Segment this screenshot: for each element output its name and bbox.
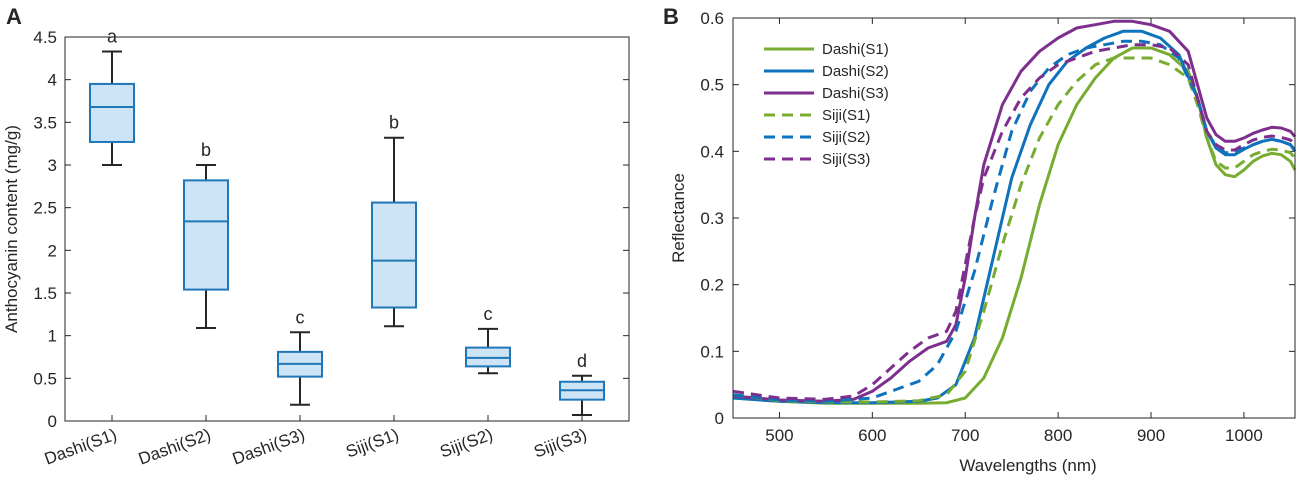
panel-b-y-tick-label: 0.4 bbox=[700, 142, 724, 161]
legend-entry-label: Siji(S3) bbox=[822, 151, 870, 168]
panel-b-x-tick-label: 1000 bbox=[1225, 426, 1263, 445]
panel-a-x-tick-label: Dashi(S1) bbox=[42, 425, 120, 469]
panel-b-y-tick-label: 0 bbox=[715, 409, 724, 428]
panel-b-x-ticks: 500 600 700 800 900 1000 bbox=[765, 18, 1263, 445]
panel-a-x-tick-label: Dashi(S3) bbox=[230, 425, 308, 469]
panel-a-x-tick-label: Siji(S1) bbox=[343, 425, 401, 462]
panel-a-label: A bbox=[6, 4, 22, 29]
panel-a: A 0 0.5 1 1.5 2 2.5 3 3.5 4 4.5 Dashi(S1) Dashi(S2… bbox=[2, 4, 630, 469]
panel-a-y-tick-label: 0.5 bbox=[33, 369, 57, 388]
legend-entry-label: Dashi(S1) bbox=[822, 41, 889, 58]
legend-entry-label: Dashi(S3) bbox=[822, 85, 889, 102]
panel-a-box-1: a bbox=[89, 27, 135, 166]
panel-a-x-ticks: Dashi(S1) Dashi(S2) Dashi(S3) Siji(S1) Siji(… bbox=[42, 415, 589, 469]
panel-b-axes-frame bbox=[732, 17, 1296, 419]
panel-b-y-ticks: 0 0.1 0.2 0.3 0.4 0.5 0.6 bbox=[700, 9, 1295, 428]
panel-b-label: B bbox=[663, 4, 679, 29]
series-line-siji-s1 bbox=[732, 56, 1297, 404]
legend-entry-label: Siji(S1) bbox=[822, 107, 870, 124]
panel-a-box-4: b bbox=[371, 113, 417, 328]
panel-a-y-tick-label: 3.5 bbox=[33, 113, 57, 132]
panel-a-boxes: a b c b c d bbox=[89, 27, 605, 417]
panel-b: B 0 0.1 0.2 0.3 0.4 0.5 0.6 500 600 700 800 900 100… bbox=[663, 4, 1297, 475]
panel-b-legend: Dashi(S1) Dashi(S2) Dashi(S3) Siji(S1) Siji(… bbox=[764, 41, 889, 168]
panel-a-x-tick-label: Siji(S3) bbox=[531, 425, 589, 462]
panel-a-x-tick-label: Siji(S2) bbox=[437, 425, 495, 462]
box-significance-letter: c bbox=[484, 304, 493, 324]
panel-b-x-tick-label: 500 bbox=[765, 426, 793, 445]
panel-b-y-tick-label: 0.6 bbox=[700, 9, 724, 28]
box-iqr bbox=[371, 201, 417, 309]
box-significance-letter: b bbox=[389, 113, 399, 133]
panel-b-x-axis-label: Wavelengths (nm) bbox=[959, 456, 1096, 475]
panel-a-box-3: c bbox=[277, 307, 323, 406]
legend-entry-label: Dashi(S2) bbox=[822, 63, 889, 80]
panel-b-series-lines bbox=[732, 19, 1297, 405]
panel-a-y-tick-label: 1 bbox=[48, 327, 57, 346]
panel-a-y-tick-label: 1.5 bbox=[33, 284, 57, 303]
panel-b-y-tick-label: 0.3 bbox=[700, 209, 724, 228]
panel-b-y-tick-label: 0.1 bbox=[700, 342, 724, 361]
box-iqr bbox=[183, 179, 229, 291]
panel-a-y-tick-label: 3 bbox=[48, 156, 57, 175]
panel-a-y-tick-label: 0 bbox=[48, 412, 57, 431]
panel-a-y-tick-label: 4 bbox=[48, 71, 57, 90]
panel-a-y-tick-label: 2 bbox=[48, 241, 57, 260]
panel-a-box-6: d bbox=[559, 351, 605, 417]
series-line-dashi-s2 bbox=[732, 29, 1297, 405]
panel-b-y-tick-label: 0.5 bbox=[700, 76, 724, 95]
legend-entry-label: Siji(S2) bbox=[822, 129, 870, 146]
panel-a-axes-frame bbox=[64, 36, 630, 422]
panel-b-x-tick-label: 800 bbox=[1044, 426, 1072, 445]
panel-b-y-axis-label: Reflectance bbox=[669, 173, 688, 263]
panel-a-x-tick-label: Dashi(S2) bbox=[136, 425, 214, 469]
panel-b-x-tick-label: 900 bbox=[1137, 426, 1165, 445]
box-iqr bbox=[89, 82, 135, 143]
panel-b-x-tick-label: 700 bbox=[951, 426, 979, 445]
series-line-siji-s3 bbox=[732, 43, 1297, 401]
panel-a-box-5: c bbox=[465, 304, 511, 375]
series-line-dashi-s3 bbox=[732, 19, 1297, 403]
panel-a-box-2: b bbox=[183, 140, 229, 329]
box-significance-letter: b bbox=[201, 140, 211, 160]
panel-a-y-tick-label: 2.5 bbox=[33, 199, 57, 218]
panel-a-y-tick-label: 4.5 bbox=[33, 28, 57, 47]
series-line-siji-s2 bbox=[732, 39, 1297, 403]
panel-a-y-axis-label: Anthocyanin content (mg/g) bbox=[2, 125, 21, 333]
series-line-dashi-s1 bbox=[732, 46, 1297, 405]
panel-b-y-tick-label: 0.2 bbox=[700, 276, 724, 295]
panel-b-x-tick-label: 600 bbox=[858, 426, 886, 445]
box-significance-letter: c bbox=[296, 307, 305, 327]
panel-a-y-ticks: 0 0.5 1 1.5 2 2.5 3 3.5 4 4.5 bbox=[33, 28, 629, 431]
box-significance-letter: d bbox=[577, 351, 587, 371]
